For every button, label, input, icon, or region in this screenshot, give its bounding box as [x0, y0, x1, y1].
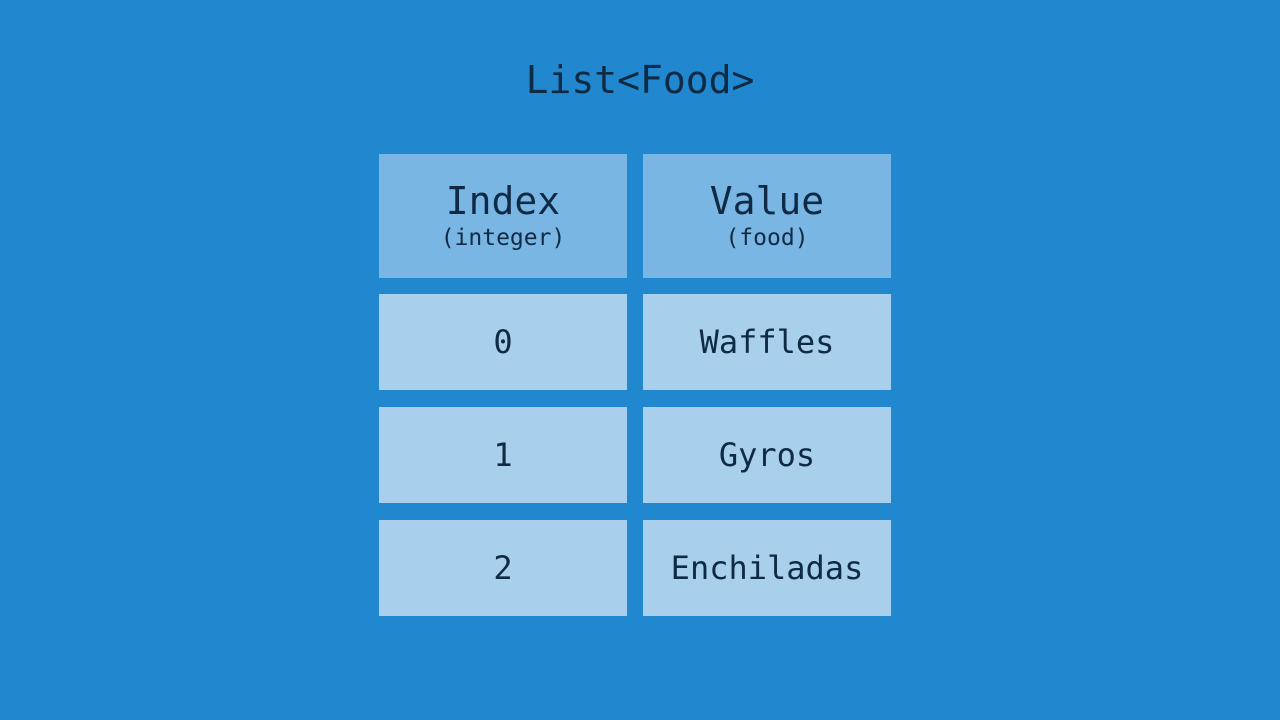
- value-cell: Gyros: [643, 407, 891, 503]
- index-cell: 1: [379, 407, 627, 503]
- value-text: Gyros: [718, 436, 816, 474]
- value-text: Waffles: [699, 323, 835, 361]
- header-value-type: (food): [725, 225, 809, 251]
- index-text: 2: [493, 549, 513, 587]
- diagram-title: List<Food>: [525, 58, 755, 102]
- index-text: 0: [493, 323, 513, 361]
- index-cell: 0: [379, 294, 627, 390]
- header-index-type: (integer): [440, 225, 566, 251]
- header-index-label: Index: [445, 179, 561, 223]
- header-index: Index (integer): [379, 154, 627, 278]
- value-cell: Waffles: [643, 294, 891, 390]
- index-text: 1: [493, 436, 513, 474]
- header-value-label: Value: [709, 179, 825, 223]
- value-text: Enchiladas: [670, 549, 864, 587]
- header-value: Value (food): [643, 154, 891, 278]
- index-cell: 2: [379, 520, 627, 616]
- value-cell: Enchiladas: [643, 520, 891, 616]
